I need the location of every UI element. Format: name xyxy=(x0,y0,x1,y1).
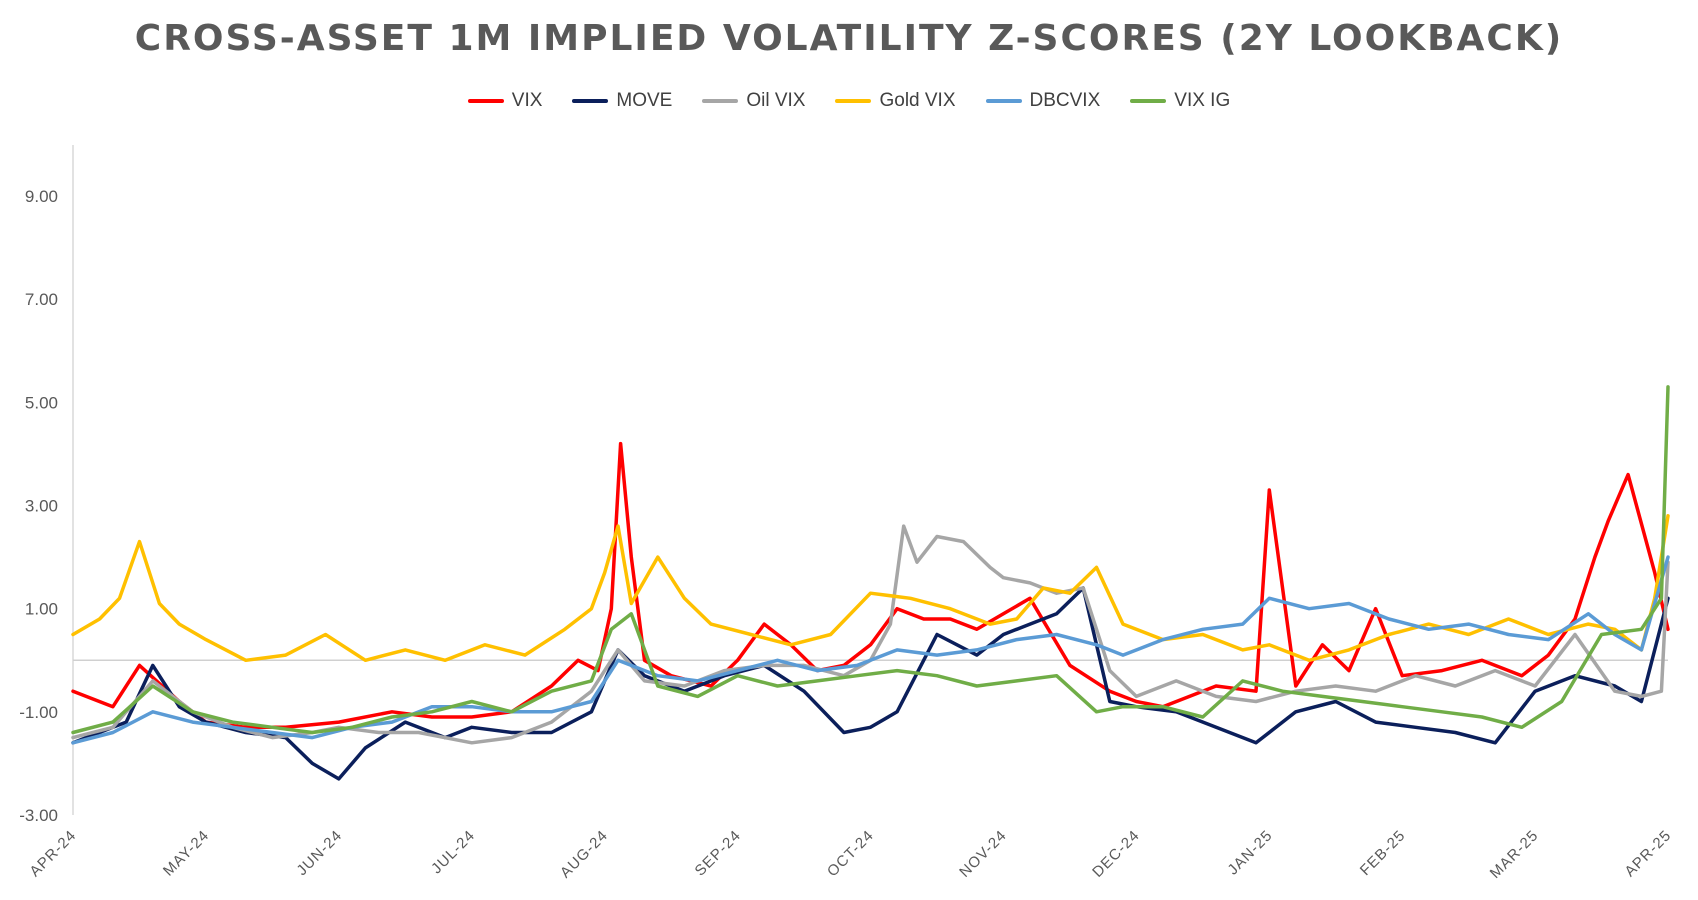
series-line-gold-vix xyxy=(71,514,1670,663)
legend-swatch xyxy=(1130,99,1167,103)
series-line-oil-vix xyxy=(71,524,1670,745)
x-tick-label: FEB-25 xyxy=(1357,827,1409,879)
legend: VIX MOVE Oil VIX Gold VIX DBCVIX VIX IG xyxy=(0,90,1698,112)
x-tick-label: OCT-24 xyxy=(824,827,877,880)
legend-label: MOVE xyxy=(616,90,673,111)
y-tick-label: 7.00 xyxy=(25,290,58,309)
legend-swatch xyxy=(702,99,739,103)
legend-label: DBCVIX xyxy=(1029,90,1101,111)
legend-label: VIX xyxy=(511,90,543,111)
x-tick-label: SEP-24 xyxy=(692,827,745,880)
y-tick-label: 3.00 xyxy=(25,497,58,516)
legend-item: DBCVIX xyxy=(985,90,1101,112)
legend-label: Oil VIX xyxy=(746,90,806,111)
x-tick-label: APR-25 xyxy=(1621,827,1674,880)
series-line-vix xyxy=(71,441,1670,730)
series-line-vix-ig xyxy=(71,385,1670,735)
x-tick-label: JAN-25 xyxy=(1224,827,1276,879)
x-tick-label: MAR-25 xyxy=(1487,827,1542,882)
x-tick-label: AUG-24 xyxy=(557,827,612,882)
y-tick-label: -3.00 xyxy=(19,806,58,825)
series-line-dbcvix xyxy=(71,555,1670,745)
legend-item: VIX xyxy=(467,90,543,112)
legend-label: Gold VIX xyxy=(879,90,956,111)
x-tick-label: MAY-24 xyxy=(160,827,213,880)
x-tick-label: DEC-24 xyxy=(1089,827,1143,881)
y-tick-label: -1.00 xyxy=(19,703,58,722)
legend-swatch xyxy=(467,99,504,103)
x-tick-label: APR-24 xyxy=(26,827,79,880)
series-line-move xyxy=(71,586,1670,781)
x-tick-label: JUN-24 xyxy=(293,827,345,879)
x-tick-label: JUL-24 xyxy=(428,827,478,877)
legend-swatch xyxy=(835,99,872,103)
legend-item: Gold VIX xyxy=(835,90,956,112)
legend-swatch xyxy=(985,99,1022,103)
y-tick-label: 5.00 xyxy=(25,393,58,412)
x-tick-label: NOV-24 xyxy=(956,827,1010,881)
legend-swatch xyxy=(572,99,609,103)
legend-item: VIX IG xyxy=(1130,90,1230,112)
legend-item: Oil VIX xyxy=(702,90,805,112)
chart-title: CROSS-ASSET 1M IMPLIED VOLATILITY Z-SCOR… xyxy=(134,18,1564,59)
y-tick-label: 9.00 xyxy=(25,187,58,206)
legend-label: VIX IG xyxy=(1174,90,1231,111)
legend-item: MOVE xyxy=(572,90,672,112)
y-tick-label: 1.00 xyxy=(25,600,58,619)
